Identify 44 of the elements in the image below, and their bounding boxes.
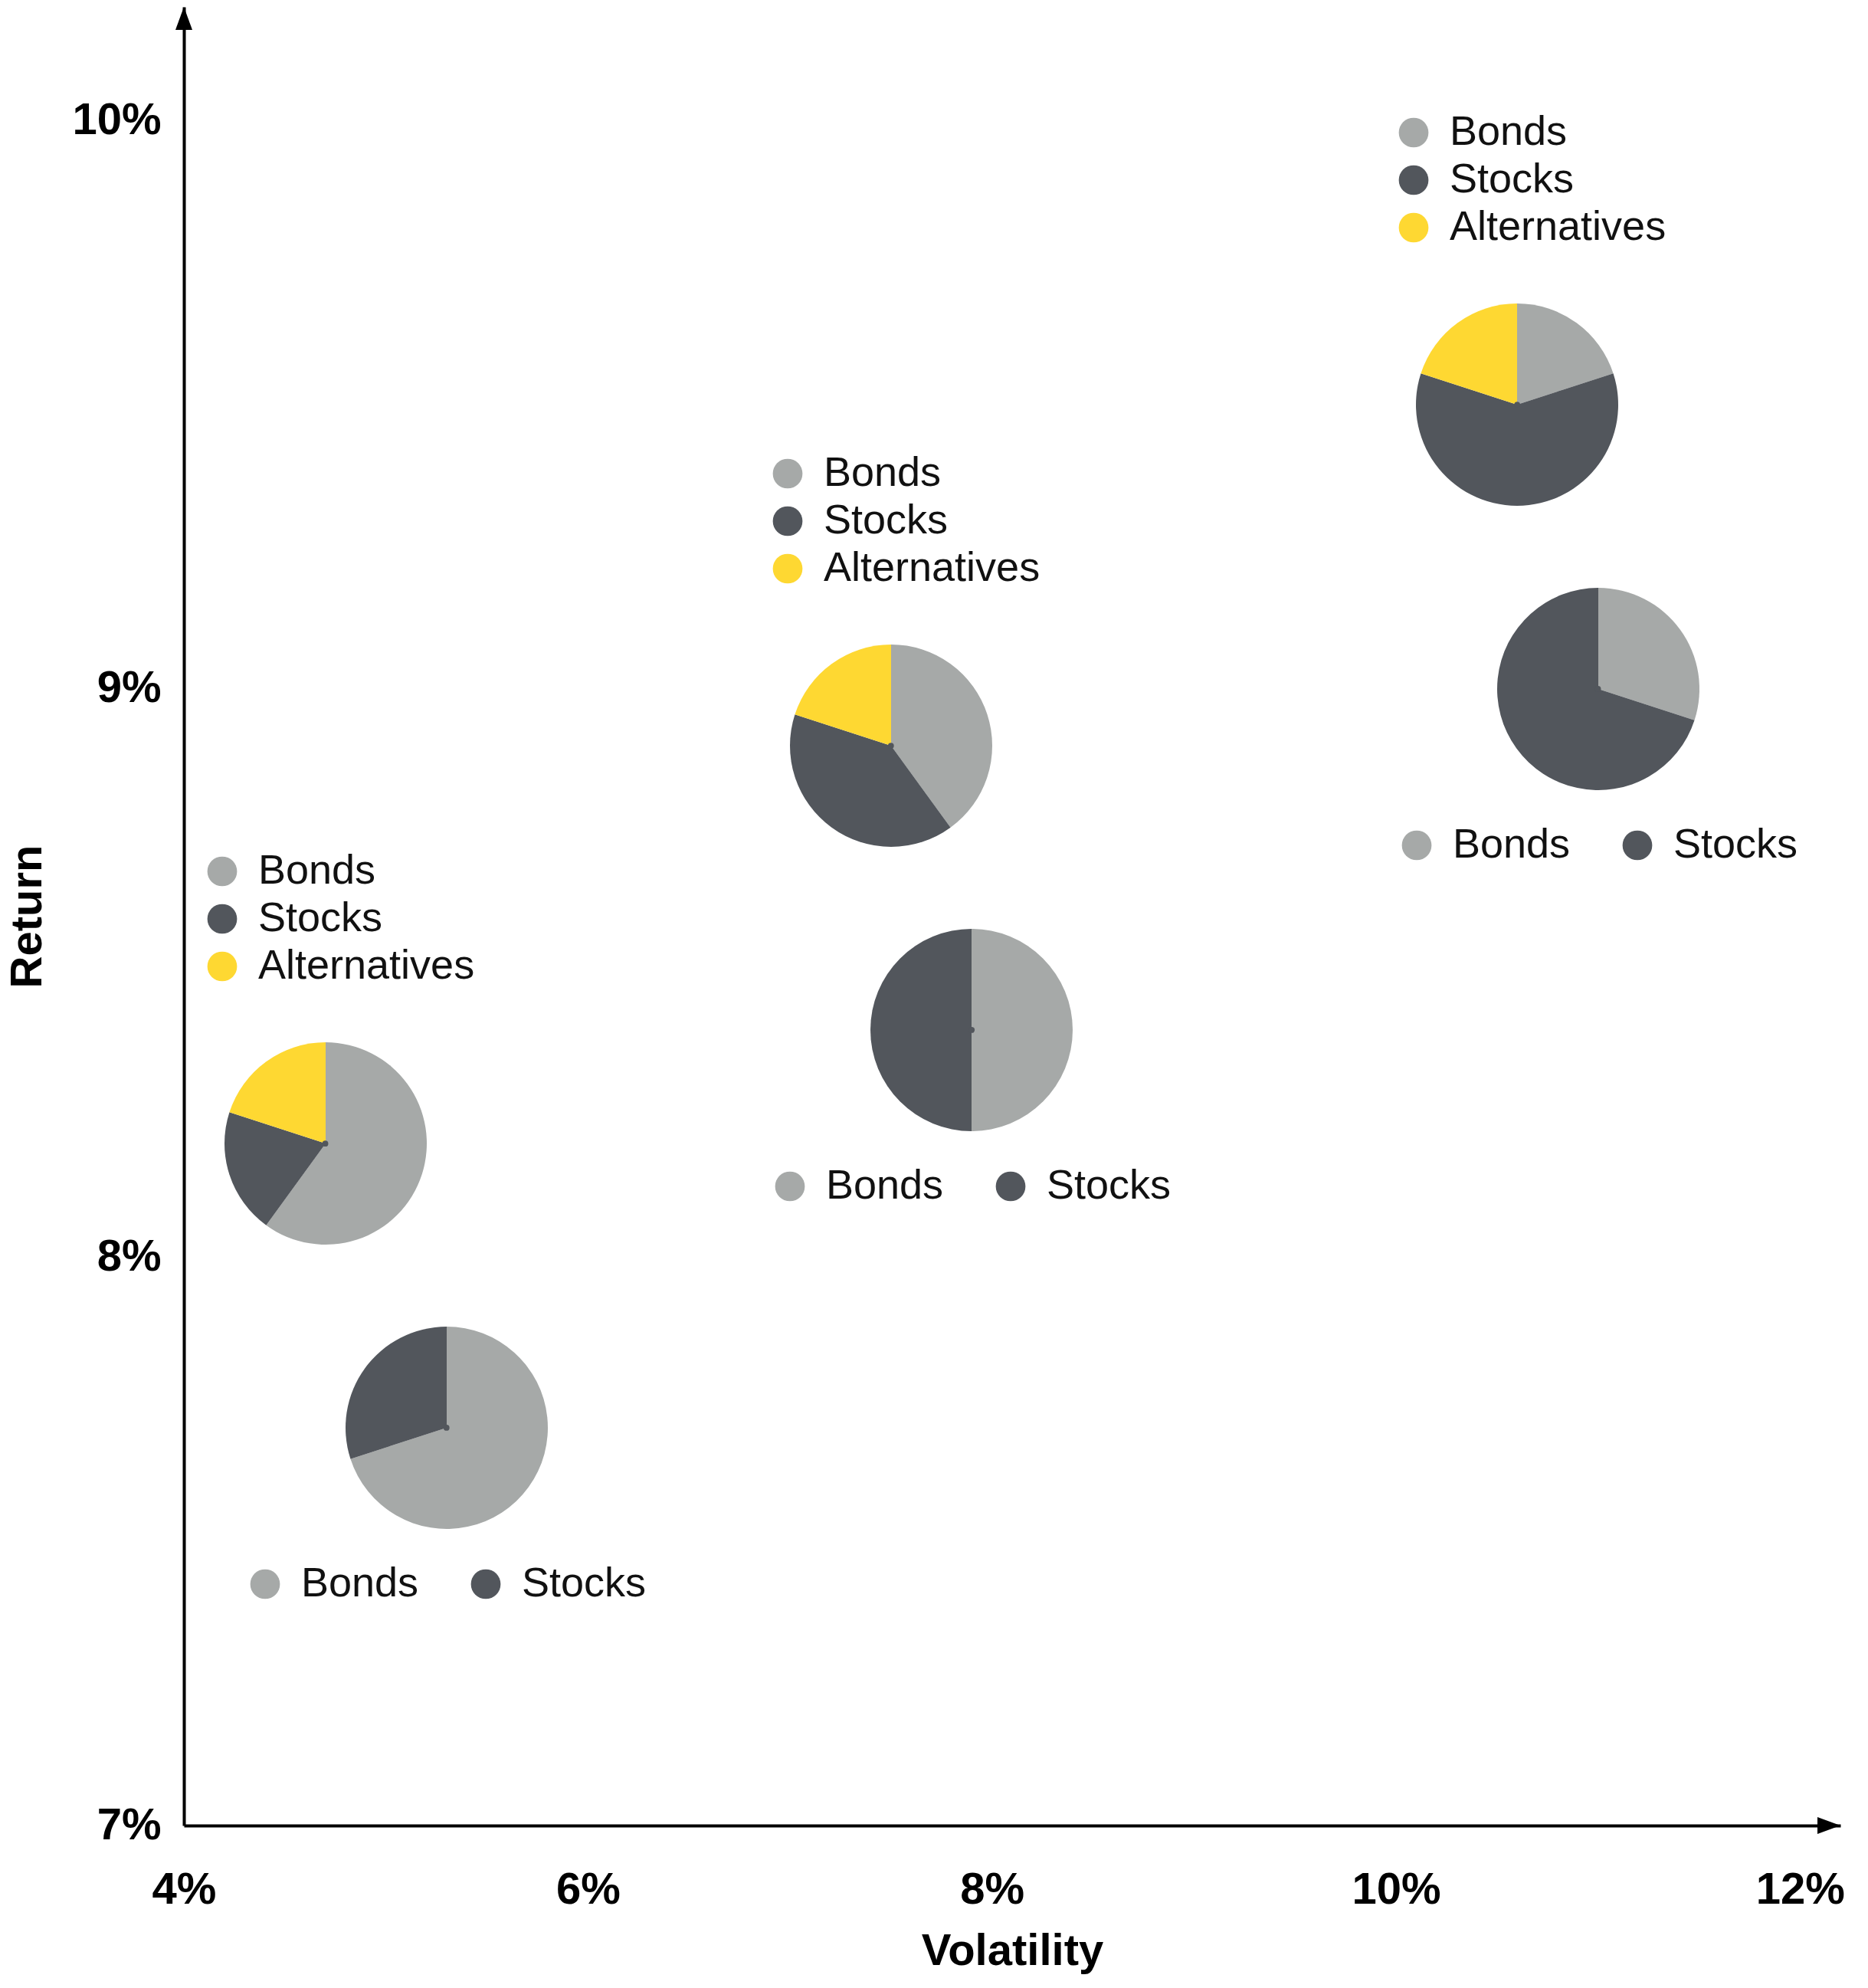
legend-label: Stocks [521, 1558, 646, 1605]
legend-label: Bonds [823, 448, 941, 495]
pie-slice [229, 1042, 326, 1144]
legend-label: Stocks [1450, 155, 1575, 202]
legend-label: Bonds [1452, 819, 1570, 866]
legend-label: Stocks [1047, 1160, 1172, 1207]
pie-slice [972, 928, 1073, 1131]
x-tick-label: 6% [555, 1862, 621, 1913]
x-tick-label: 10% [1352, 1862, 1441, 1913]
legend-label: Bonds [1450, 107, 1568, 154]
pie-slice [350, 1326, 548, 1529]
x-tick-label: 4% [152, 1862, 217, 1913]
point [322, 1140, 329, 1147]
legend-label: Stocks [257, 894, 382, 940]
pie-slice [224, 1112, 326, 1225]
legend-label: Bonds [300, 1558, 418, 1605]
pie-slice [890, 645, 992, 828]
pie-slice [1496, 587, 1695, 790]
legend-label: Alternatives [257, 941, 474, 988]
pie-slice [795, 645, 891, 746]
legend-label: Bonds [257, 846, 375, 893]
pie-slice [265, 1042, 427, 1245]
pie-slice [346, 1326, 447, 1459]
y-tick-label: 7% [97, 1798, 162, 1849]
point [887, 743, 894, 749]
legend-label: Alternatives [1450, 202, 1666, 249]
x-axis-title: Volatility [921, 1924, 1104, 1974]
y-tick-label: 10% [72, 93, 162, 143]
y-tick-label: 9% [97, 661, 162, 712]
pie-slice [870, 928, 972, 1131]
legend-label: Stocks [1673, 819, 1798, 866]
y-tick-label: 8% [97, 1229, 162, 1280]
legend-label: Stocks [823, 496, 948, 543]
pie-slice [1598, 587, 1699, 720]
pie-slice [790, 714, 951, 848]
legend-label: Bonds [826, 1160, 944, 1207]
pie-slice [1421, 303, 1518, 405]
point [443, 1425, 450, 1431]
y-axis-title: Return [1, 845, 51, 989]
pie-slice [1517, 303, 1614, 405]
x-tick-label: 12% [1755, 1862, 1845, 1913]
legend-label: Alternatives [823, 543, 1040, 590]
pie-slice [1416, 373, 1618, 506]
x-tick-label: 8% [960, 1862, 1025, 1913]
